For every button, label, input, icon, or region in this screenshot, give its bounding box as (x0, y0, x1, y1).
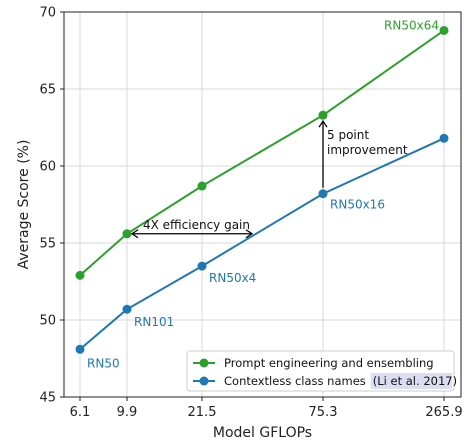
point-label: RN50x64 (384, 18, 439, 32)
series-0-point (439, 25, 449, 35)
legend: Prompt engineering and ensembling Contex… (186, 350, 457, 392)
series-1-point (439, 133, 449, 143)
series-1-point (122, 304, 132, 314)
legend-citation: (Li et al. 2017) (373, 374, 457, 388)
improvement-annotation-line2: improvement (327, 143, 408, 157)
x-tick-label: 75.3 (309, 405, 338, 420)
x-axis-title: Model GFLOPs (213, 425, 312, 441)
series-1-point (75, 344, 85, 354)
y-tick-label: 65 (39, 83, 56, 98)
point-label: RN101 (134, 315, 174, 329)
improvement-annotation-line1: 5 point (327, 128, 369, 142)
series-0-point (197, 181, 207, 191)
y-tick-label: 45 (39, 391, 56, 406)
series-1-point (318, 189, 328, 199)
series-0-point (318, 110, 328, 120)
efficiency-annotation: 4X efficiency gain (143, 218, 250, 232)
series-layer: RN50 RN101 RN50x4 RN50x16 RN50x64 (75, 18, 449, 370)
legend-swatch-marker-prompt (199, 358, 209, 368)
grid (64, 11, 461, 398)
point-label: RN50x4 (209, 271, 256, 285)
x-tick-label: 265.9 (425, 405, 462, 420)
series-0-point (122, 229, 132, 239)
x-tick-label: 21.5 (188, 405, 217, 420)
x-axis: 6.1 9.9 21.5 75.3 265.9 (70, 397, 463, 420)
annotations: 4X efficiency gain 5 point improvement (130, 120, 408, 239)
point-label: RN50x16 (330, 198, 385, 212)
legend-swatch-marker-contextless (199, 376, 209, 386)
x-tick-label: 9.9 (117, 405, 138, 420)
y-axis-title: Average Score (%) (16, 140, 32, 270)
series-1-point (197, 261, 207, 271)
efficiency-arrow-head-left (130, 229, 139, 239)
y-tick-label: 55 (39, 237, 56, 252)
legend-citation-highlight (370, 373, 452, 389)
legend-label-contextless: Contextless class names (224, 374, 366, 388)
y-tick-label: 60 (39, 160, 56, 175)
legend-label-prompt: Prompt engineering and ensembling (224, 356, 434, 370)
y-axis: 45 50 55 60 65 70 (39, 6, 64, 406)
efficiency-arrow-head-right (245, 229, 254, 239)
series-0-point (75, 270, 85, 280)
point-label: RN50 (87, 356, 120, 370)
plot-frame (63, 11, 462, 398)
improvement-arrow-head (318, 120, 328, 128)
x-tick-label: 6.1 (70, 405, 91, 420)
y-tick-label: 50 (39, 314, 56, 329)
y-tick-label: 70 (39, 6, 56, 21)
